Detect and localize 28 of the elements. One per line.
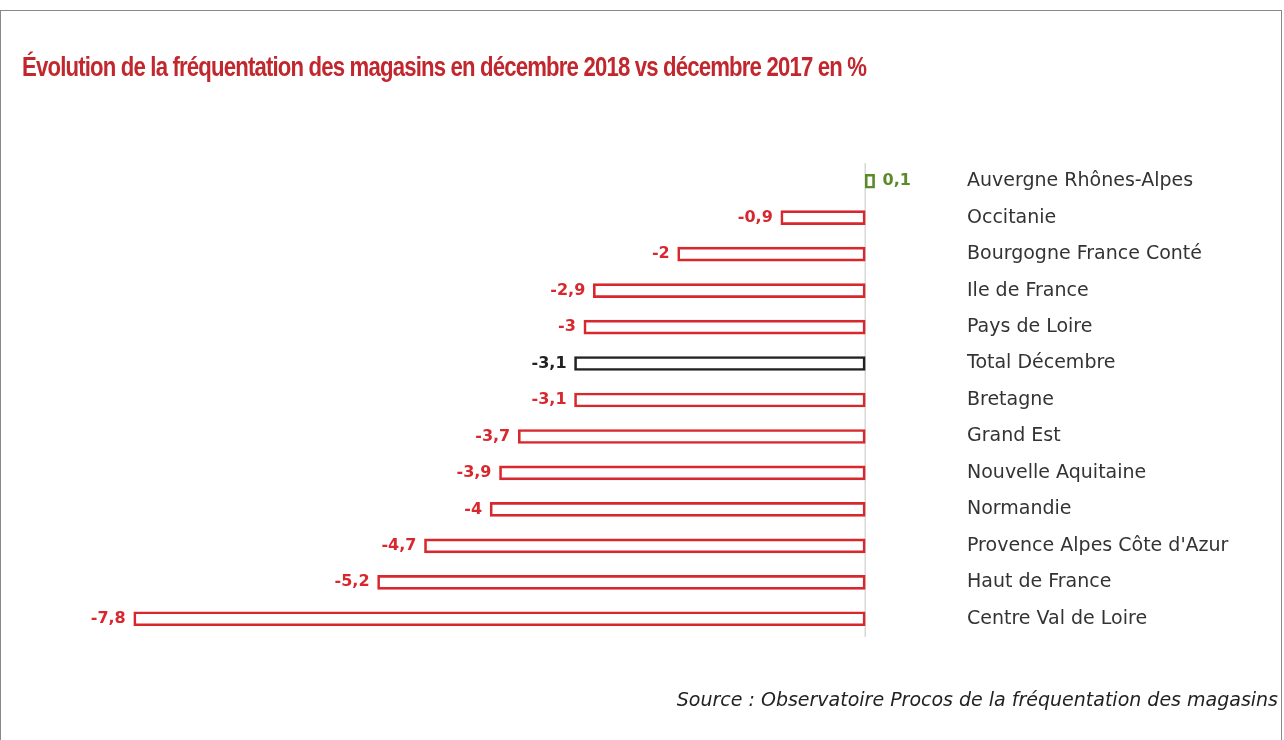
- data-label: -4: [464, 498, 483, 518]
- data-label: -3,7: [475, 425, 511, 445]
- y-tick-label: Haut de France: [967, 569, 1112, 592]
- data-label: -3,9: [456, 462, 492, 482]
- y-tick-label: Pays de Loire: [967, 314, 1093, 337]
- source-note: Source : Observatoire Procos de la fréquentation des magasins: [676, 688, 1278, 710]
- data-label: -4,7: [381, 535, 417, 554]
- data-label: -3,1: [531, 389, 567, 409]
- chart-title: Évolution de la fréquentation des magasins en décembre 2018 vs décembre 2017 en %: [22, 52, 867, 83]
- y-tick-label: Bretagne: [967, 386, 1055, 409]
- y-tick-label: Normandie: [967, 496, 1072, 519]
- data-label: -7,8: [90, 607, 126, 627]
- data-label: 0,1: [882, 170, 911, 190]
- y-tick-label: Auvergne Rhônes-Alpes: [967, 168, 1194, 191]
- y-tick-label: Centre Val de Loire: [967, 605, 1148, 628]
- y-tick-label: Provence Alpes Côte d'Azur: [967, 532, 1229, 555]
- data-label: -0,9: [737, 206, 773, 226]
- y-tick-label: Grand Est: [967, 423, 1061, 446]
- data-label: -3: [558, 316, 576, 336]
- data-label: -5,2: [334, 571, 370, 591]
- data-label: -2,9: [550, 279, 586, 299]
- y-tick-label: Nouvelle Aquitaine: [967, 459, 1147, 482]
- y-tick-label: Bourgogne France Conté: [967, 241, 1202, 264]
- y-tick-label: Total Décembre: [966, 350, 1116, 373]
- y-tick-label: Ile de France: [967, 277, 1089, 300]
- data-label: -3,1: [531, 352, 567, 372]
- y-tick-label: Occitanie: [967, 204, 1057, 227]
- data-label: -2: [651, 243, 670, 263]
